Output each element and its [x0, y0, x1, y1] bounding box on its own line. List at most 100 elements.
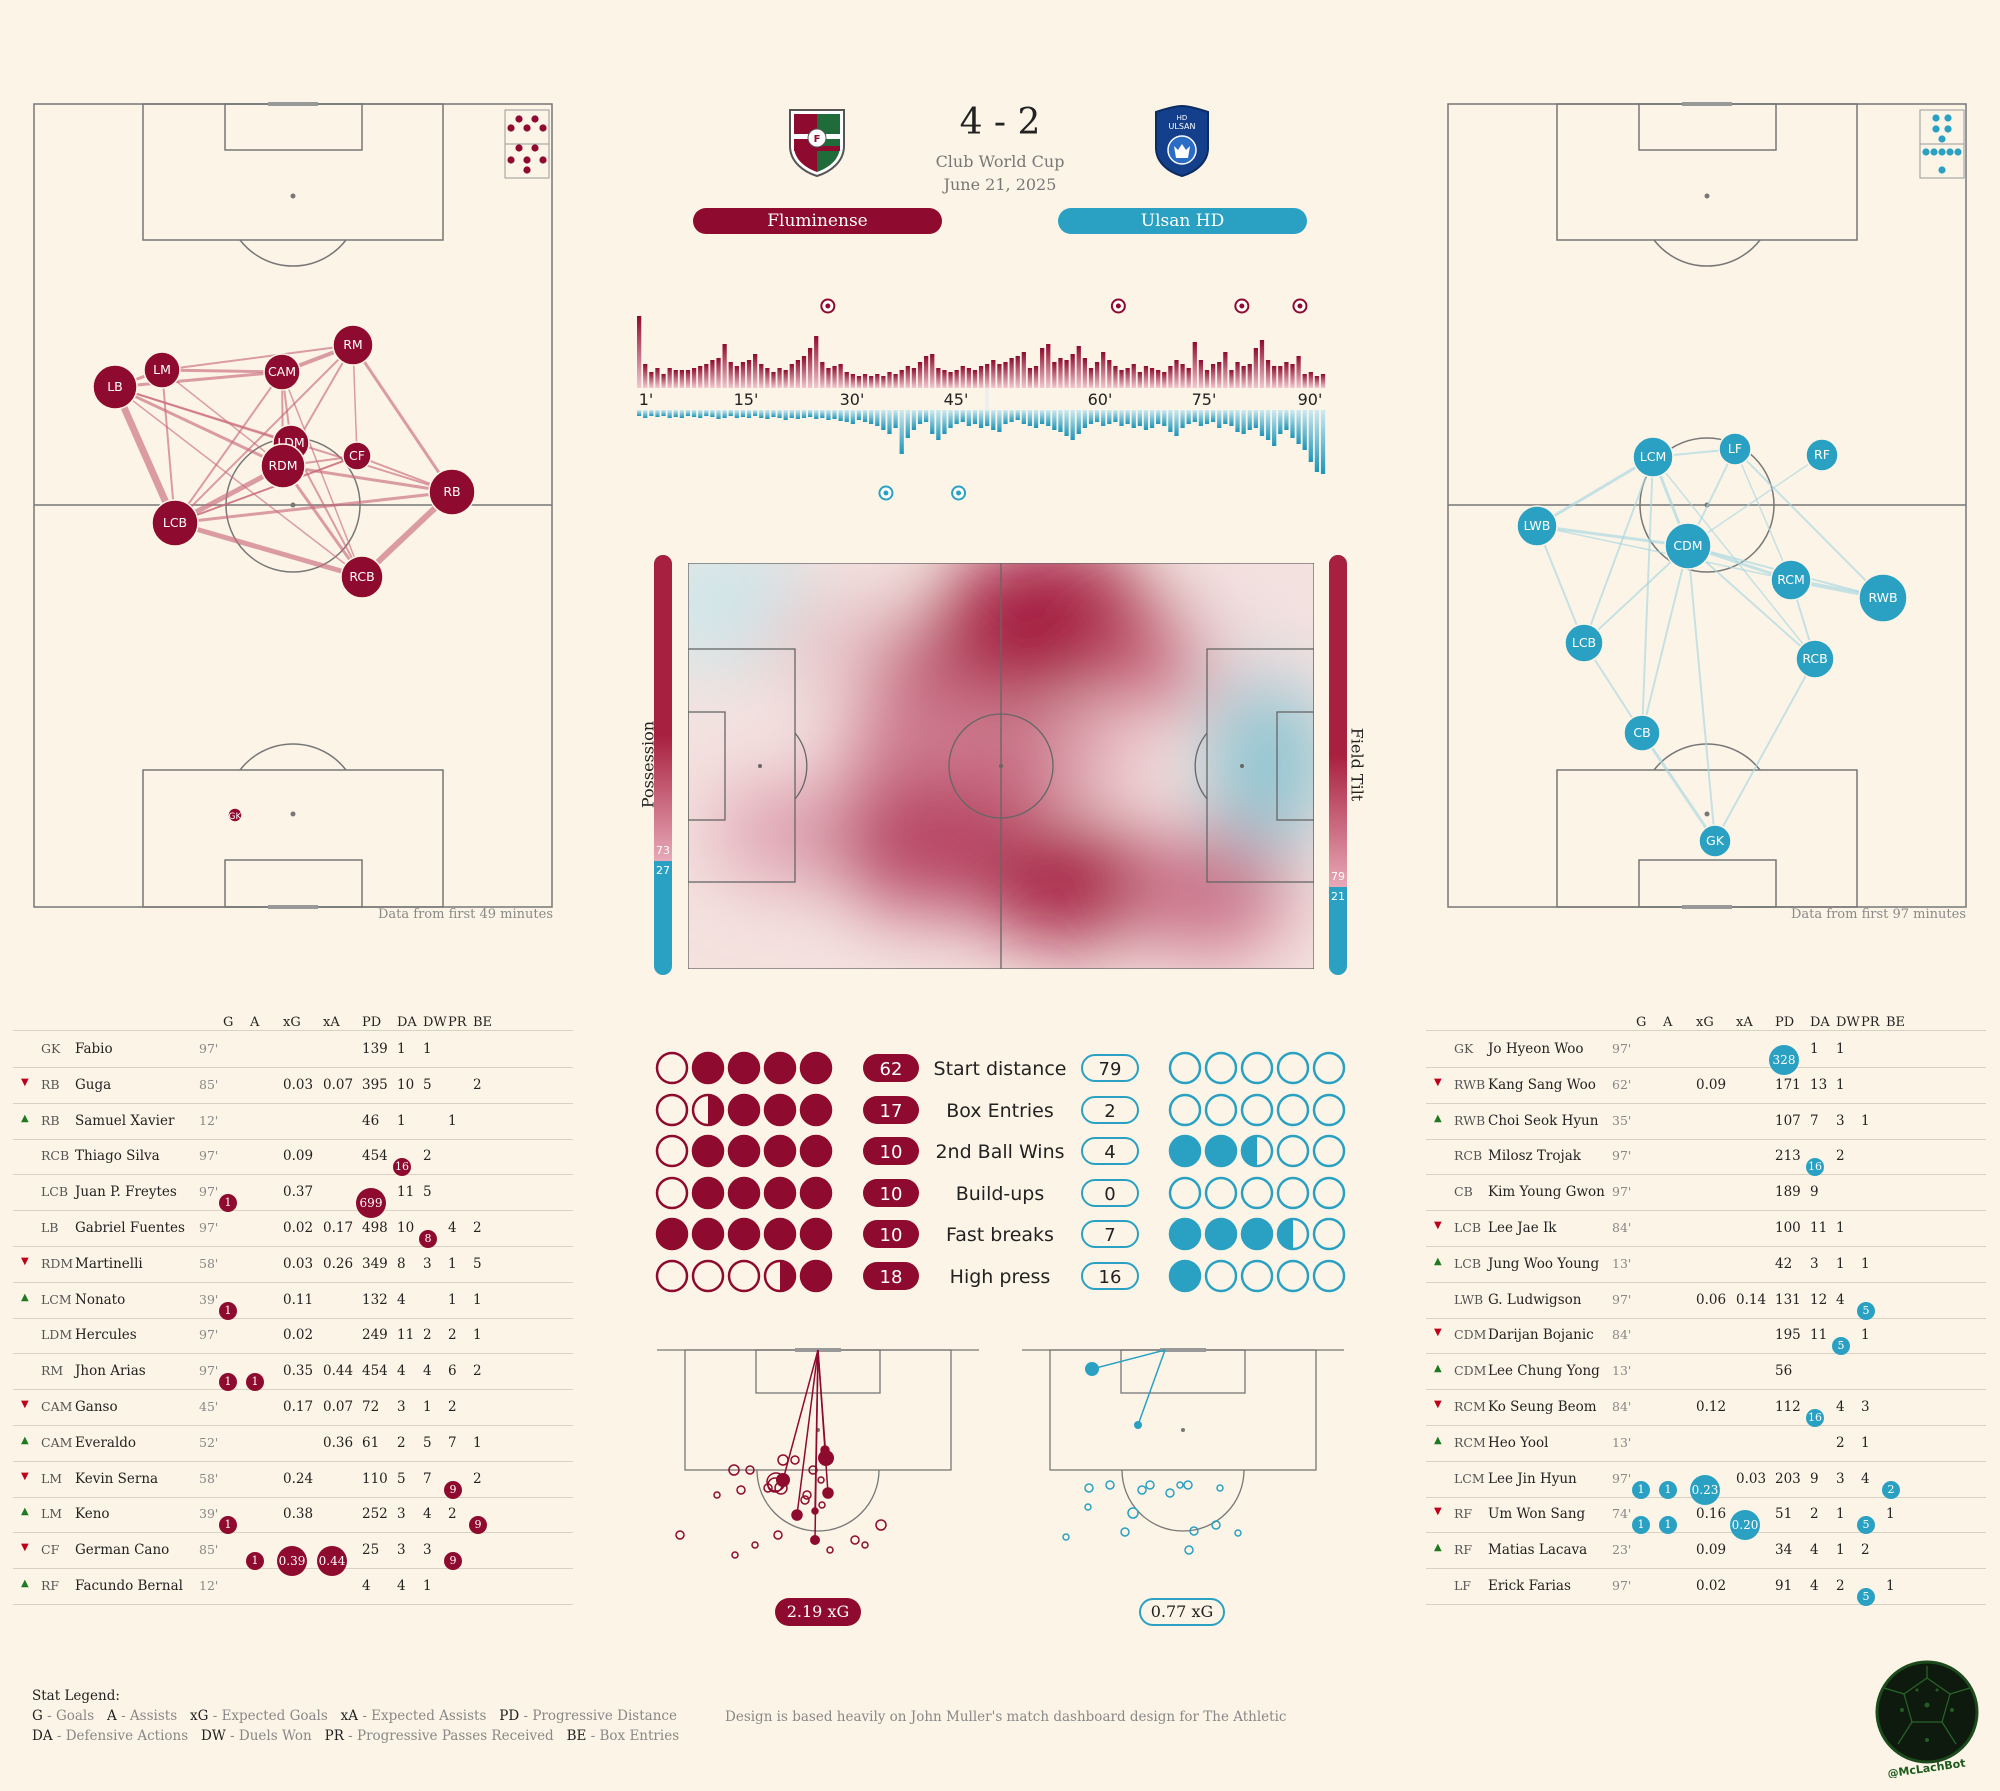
momentum-home-bar [972, 370, 978, 388]
sub-on-icon: ▲ [21, 1578, 29, 1589]
momentum-home-bar [1033, 366, 1039, 388]
player-position: LCM [1454, 1470, 1485, 1486]
table-header-dw: DW [423, 1015, 447, 1030]
player-node-rb: RB [428, 468, 476, 516]
stat-dw: 7 [423, 1470, 432, 1487]
home-shot-map [657, 1348, 979, 1559]
home-shot-marker [790, 1455, 800, 1465]
momentum-home-bar [1180, 364, 1185, 388]
stat-xg: 0.06 [1696, 1291, 1727, 1308]
player-node-label: LCB [163, 515, 187, 530]
home-shot-marker [808, 1465, 818, 1475]
momentum-away-bar [1058, 410, 1063, 432]
momentum-away-bar [789, 410, 794, 418]
away-shot-marker [1234, 1529, 1242, 1537]
home-stat-value: 62 [880, 1059, 903, 1080]
momentum-away-bar [814, 410, 819, 419]
stat-dw: 5 [423, 1184, 432, 1201]
momentum-home-bar [942, 370, 947, 388]
stat-pd: 171 [1775, 1076, 1801, 1093]
player-row: GK Jo Hyeon Woo 97' 328 1 1 [1426, 1031, 1986, 1075]
momentum-away-bar [923, 410, 929, 422]
momentum-home-bar [777, 368, 782, 388]
stat-pd: 139 [362, 1041, 388, 1057]
player-row: ▼ CDM Darijan Bojanic 84' 195 11 5 1 [1426, 1317, 1986, 1356]
player-position: LCB [41, 1184, 69, 1200]
momentum-away-bar [637, 410, 642, 416]
away-stat-dot [1204, 1259, 1238, 1293]
stat-pr: 6 [448, 1363, 457, 1380]
momentum-away-bar [740, 410, 746, 417]
momentum-away-bar [759, 410, 764, 418]
player-row: ▲ LM Keno 39' 1 0.38 252 3 4 2 9 [13, 1496, 573, 1535]
player-node-label: CAM [268, 364, 296, 379]
player-row: ▲ CAM Everaldo 52' 0.36 61 2 5 7 1 [13, 1425, 573, 1462]
pass-link [174, 344, 354, 524]
momentum-home-bar [997, 364, 1002, 388]
field-tilt-bar: 79 21 [1329, 555, 1347, 975]
stat-xa: 0.44 [323, 1363, 354, 1380]
home-stat-dot [727, 1259, 761, 1293]
momentum-home-bar [844, 372, 849, 388]
home-goal-line [817, 1349, 827, 1459]
stat-xg: 0.24 [283, 1470, 314, 1487]
player-name: Matias Lacava [1488, 1542, 1588, 1559]
player-minutes: 97' [1612, 1148, 1632, 1164]
player-name: Kevin Serna [75, 1470, 159, 1487]
momentum-home-bar [1046, 344, 1051, 388]
stat-pr: 3 [1861, 1399, 1870, 1415]
momentum-home-bar [856, 376, 862, 388]
away-goal-ball-icon [951, 485, 967, 501]
player-node-label: CB [1633, 725, 1650, 740]
home-shot-marker [731, 1551, 739, 1559]
field-tilt-home-value: 79 [1331, 870, 1345, 883]
momentum-home-bar [1204, 370, 1210, 388]
momentum-away-bar [1131, 410, 1136, 428]
away-shot-marker [1127, 1507, 1139, 1519]
player-node-label: RCM [1777, 572, 1805, 587]
momentum-away-bar [716, 410, 721, 419]
home-goal-ball-icon [1292, 298, 1308, 314]
player-minutes: 97' [1612, 1578, 1632, 1593]
momentum-home-bar [1015, 356, 1020, 388]
home-shot-marker [826, 1546, 834, 1554]
away-stat-dot [1312, 1218, 1346, 1251]
pass-link [1687, 545, 1816, 660]
home-shot-marker [817, 1476, 825, 1484]
player-minutes: 62' [1612, 1076, 1632, 1092]
player-position: RF [41, 1578, 60, 1593]
pass-link [1536, 455, 1654, 528]
momentum-away-bar [972, 410, 978, 424]
momentum-home-bar [911, 368, 917, 388]
home-goal-ball-icon [1234, 298, 1250, 314]
momentum-away-bar [1241, 410, 1246, 434]
player-position: RB [41, 1076, 60, 1092]
player-position: CAM [41, 1434, 73, 1450]
momentum-away-bar [1308, 410, 1313, 462]
player-position: LF [1454, 1578, 1471, 1593]
table-header-da: DA [397, 1015, 417, 1030]
stat-dw: 1 [1836, 1220, 1845, 1236]
stat-da: 11 [1810, 1220, 1828, 1236]
stat-pd: 107 [1775, 1112, 1801, 1129]
design-credit: Design is based heavily on John Muller's… [725, 1709, 1287, 1725]
stat-pd: 213 [1775, 1148, 1801, 1165]
stat-pr: 1 [1861, 1112, 1870, 1129]
player-position: CB [1454, 1184, 1473, 1200]
momentum-away-bar [807, 410, 813, 417]
momentum-home-bar [661, 374, 666, 388]
home-shot-marker [728, 1464, 740, 1476]
momentum-home-bar [704, 364, 709, 388]
momentum-home-bar [807, 348, 813, 388]
stat-xg: 0.16 [1696, 1506, 1727, 1523]
stat-dw: 2 [423, 1148, 432, 1165]
momentum-chart: 1' 15' 30' 45' 60' 75' 90' [637, 298, 1326, 501]
home-shot-marker [818, 1501, 826, 1509]
player-node-lcm: LCM [1632, 436, 1674, 478]
player-minutes: 84' [1612, 1327, 1632, 1343]
away-shot-marker [1211, 1520, 1221, 1530]
momentum-away-bar [801, 410, 807, 418]
stat-da: 11 [397, 1327, 415, 1344]
stat-pr: 7 [448, 1434, 457, 1451]
